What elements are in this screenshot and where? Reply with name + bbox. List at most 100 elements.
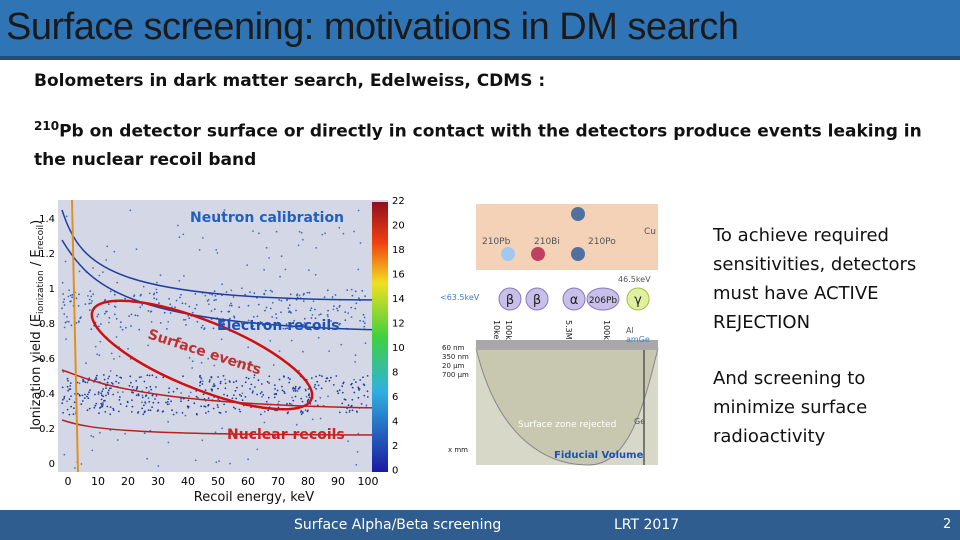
- scatter-dot: [357, 268, 360, 271]
- scatter-dot: [96, 315, 99, 318]
- scatter-dot: [82, 380, 84, 383]
- scatter-dot: [357, 396, 360, 399]
- scatter-dot: [282, 327, 285, 330]
- scatter-dot: [247, 458, 250, 461]
- particle-beta-1: β: [506, 293, 514, 308]
- scatter-dot: [307, 409, 309, 412]
- scatter-dot: [128, 315, 130, 317]
- scatter-dot: [171, 409, 173, 412]
- scatter-dot: [149, 409, 152, 412]
- fiducial-label: Fiducial Volume: [554, 450, 644, 461]
- scatter-dot: [268, 375, 271, 378]
- scatter-dot: [328, 379, 331, 382]
- scatter-dot: [189, 391, 192, 394]
- x-tick-label: 20: [121, 475, 135, 488]
- scatter-dot: [100, 406, 102, 409]
- scatter-dot: [67, 295, 70, 298]
- scatter-dot: [252, 230, 254, 232]
- scatter-dot: [187, 399, 190, 402]
- scatter-dot: [308, 396, 311, 399]
- x-tick-label: 30: [151, 475, 165, 488]
- scatter-dot: [228, 310, 231, 313]
- scatter-dot: [159, 322, 162, 324]
- scatter-dot: [327, 395, 329, 398]
- scatter-dot: [62, 398, 64, 401]
- scatter-dot: [308, 291, 311, 294]
- scatter-dot: [212, 327, 215, 330]
- scatter-dot: [286, 402, 288, 405]
- scatter-dot: [263, 421, 266, 424]
- scatter-dot: [180, 397, 182, 400]
- y-tick-label: 0.4: [39, 389, 55, 400]
- pb-superscript: 210: [34, 119, 60, 133]
- scatter-dot: [332, 308, 335, 311]
- scatter-dot: [121, 391, 124, 393]
- scatter-dot: [281, 389, 284, 392]
- scatter-dot: [95, 378, 98, 380]
- scatter-dot: [117, 382, 120, 384]
- y-tick-label: 0.2: [39, 424, 55, 435]
- scatter-dot: [68, 413, 71, 416]
- scatter-dot: [362, 320, 365, 323]
- scatter-dot: [100, 398, 103, 401]
- scatter-dot: [263, 410, 266, 413]
- x-tick-label: 50: [211, 475, 225, 488]
- scatter-dot: [141, 396, 144, 399]
- scatter-dot: [265, 246, 268, 249]
- scatter-dot: [155, 291, 158, 294]
- footer-event: LRT 2017: [614, 517, 680, 533]
- scatter-dot: [216, 404, 219, 406]
- scatter-dot: [194, 459, 197, 462]
- scatter-dot: [144, 410, 146, 413]
- scatter-dot: [102, 395, 104, 398]
- colorbar-tick-label: 14: [392, 294, 405, 305]
- scatter-dot: [66, 316, 68, 318]
- scatter-dot: [347, 404, 350, 407]
- scatter-dot: [168, 403, 171, 405]
- energy-right: 46.5keV: [618, 275, 651, 284]
- scatter-dot: [69, 385, 71, 387]
- scatter-dot: [215, 298, 217, 301]
- scatter-dot: [98, 325, 100, 328]
- scatter-dot: [105, 310, 107, 313]
- scatter-dot: [264, 289, 267, 292]
- scatter-dot: [150, 388, 153, 391]
- scatter-dot: [62, 301, 65, 303]
- scatter-dot: [338, 411, 341, 414]
- surface-zone-label: Surface zone rejected: [518, 420, 616, 430]
- scatter-dot: [175, 411, 178, 414]
- scatter-dot: [331, 296, 334, 298]
- scatter-dot: [344, 311, 347, 313]
- particle-gamma: γ: [634, 293, 642, 308]
- scatter-dot: [159, 274, 162, 277]
- scatter-dot: [129, 375, 132, 378]
- scatter-dot: [284, 268, 287, 271]
- scatter-dot: [308, 393, 311, 396]
- scatter-dot: [359, 379, 362, 381]
- scatter-dot: [347, 440, 349, 442]
- scatter-dot: [223, 403, 226, 406]
- detector-schematic: Cu 210Pb 210Bi 210Po <63.5keV 46.5keV β …: [440, 204, 659, 466]
- scatter-dot: [117, 391, 119, 394]
- scatter-dot: [313, 386, 316, 388]
- scatter-dot: [315, 387, 317, 390]
- scatter-dot: [109, 413, 112, 416]
- scatter-dot: [107, 303, 110, 306]
- scatter-dot: [280, 299, 283, 302]
- scatter-dot: [84, 393, 86, 396]
- scatter-dot: [288, 310, 291, 312]
- scatter-dot: [218, 460, 221, 462]
- scatter-dot: [98, 412, 100, 415]
- scatter-dot: [87, 295, 89, 297]
- scatter-dot: [283, 392, 286, 394]
- scatter-dot: [284, 327, 287, 330]
- depth-2: 350 nm: [442, 353, 469, 361]
- scatter-dot: [265, 400, 268, 403]
- scatter-dot: [120, 376, 123, 379]
- scatter-dot: [90, 435, 93, 437]
- scatter-dot: [61, 386, 64, 389]
- scatter-dot: [315, 247, 318, 249]
- scatter-dot: [116, 439, 119, 441]
- scatter-dot: [100, 402, 102, 405]
- scatter-dot: [294, 390, 297, 392]
